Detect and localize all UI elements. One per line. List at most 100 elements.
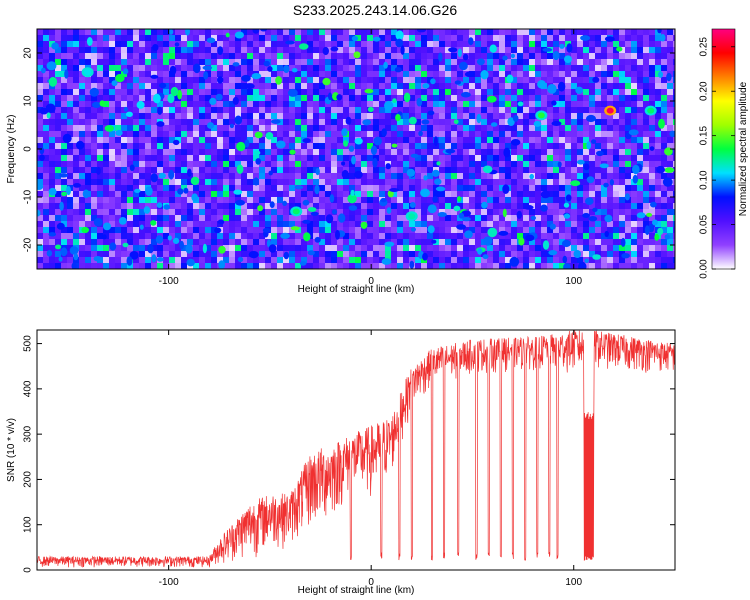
spectrogram-cell: [505, 125, 511, 131]
spectrogram-cell: [451, 29, 457, 35]
spectrogram-cell: [613, 167, 619, 173]
spectrogram-cell: [631, 263, 637, 269]
spectrogram-cell: [457, 245, 463, 251]
spectrogram-cell: [217, 131, 223, 137]
spectrogram-cell: [307, 107, 313, 113]
spectrogram-cell: [397, 53, 403, 59]
spectrogram-cell: [439, 221, 445, 227]
spectrogram-cell: [355, 227, 361, 233]
spectrogram-cell: [565, 173, 571, 179]
spectrogram-blob: [636, 212, 646, 219]
spectrogram-cell: [247, 161, 253, 167]
spectrogram-cell: [367, 95, 373, 101]
spectrogram-cell: [181, 35, 187, 41]
spectrogram-cell: [277, 209, 283, 215]
spectrogram-cell: [157, 101, 163, 107]
spectrogram-cell: [199, 257, 205, 263]
spectrogram-cell: [229, 119, 235, 125]
spectrogram-cell: [85, 77, 91, 83]
spectrogram-cell: [223, 35, 229, 41]
spectrogram-cell: [67, 119, 73, 125]
spectrogram-cell: [313, 35, 319, 41]
spectrogram-cell: [289, 251, 295, 257]
spectrogram-blob: [310, 211, 319, 216]
spectrogram-cell: [259, 137, 265, 143]
spectrogram-blob: [73, 183, 81, 188]
spectrogram-cell: [595, 173, 601, 179]
spectrogram-cell: [403, 167, 409, 173]
spectrogram-cell: [367, 173, 373, 179]
spectrogram-cell: [61, 155, 67, 161]
spectrogram-cell: [313, 245, 319, 251]
spectrogram-cell: [595, 167, 601, 173]
spectrogram-cell: [133, 233, 139, 239]
spectrogram-cell: [583, 137, 589, 143]
spectrogram-cell: [481, 53, 487, 59]
spectrogram-cell: [349, 65, 355, 71]
spectrogram-cell: [277, 89, 283, 95]
spectrogram-cell: [493, 59, 499, 65]
spectrogram-blob: [482, 165, 493, 174]
spectrogram-x-tick-label: 0: [368, 276, 374, 287]
spectrogram-blob: [218, 260, 226, 269]
spectrogram-cell: [673, 29, 675, 35]
spectrogram-cell: [649, 185, 655, 191]
spectrogram-cell: [85, 257, 91, 263]
spectrogram-cell: [253, 263, 259, 269]
spectrogram-cell: [397, 131, 403, 137]
spectrogram-cell: [673, 53, 675, 59]
spectrogram-blob: [76, 140, 85, 150]
spectrogram-cell: [373, 65, 379, 71]
spectrogram-cell: [85, 173, 91, 179]
spectrogram-cell: [349, 83, 355, 89]
spectrogram-cell: [313, 89, 319, 95]
spectrogram-cell: [103, 185, 109, 191]
spectrogram-cell: [115, 29, 121, 35]
spectrogram-cell: [379, 263, 385, 269]
spectrogram-cell: [445, 29, 451, 35]
spectrogram-cell: [361, 53, 367, 59]
spectrogram-cell: [325, 179, 331, 185]
spectrogram-cell: [43, 83, 49, 89]
spectrogram-cell: [139, 41, 145, 47]
spectrogram-cell: [607, 113, 613, 119]
spectrogram-cell: [385, 149, 391, 155]
spectrogram-cell: [649, 251, 655, 257]
spectrogram-cell: [295, 143, 301, 149]
spectrogram-cell: [649, 161, 655, 167]
spectrogram-cell: [301, 173, 307, 179]
spectrogram-cell: [157, 65, 163, 71]
spectrogram-cell: [319, 179, 325, 185]
spectrogram-cell: [547, 29, 553, 35]
spectrogram-cell: [259, 83, 265, 89]
spectrogram-cell: [193, 131, 199, 137]
spectrogram-cell: [649, 41, 655, 47]
spectrogram-cell: [187, 233, 193, 239]
spectrogram-cell: [469, 131, 475, 137]
spectrogram-cell: [385, 185, 391, 191]
spectrogram-cell: [133, 95, 139, 101]
spectrogram-cell: [379, 53, 385, 59]
spectrogram-cell: [121, 113, 127, 119]
spectrogram-cell: [373, 101, 379, 107]
spectrogram-cell: [409, 131, 415, 137]
spectrogram-cell: [415, 167, 421, 173]
spectrogram-cell: [511, 59, 517, 65]
spectrogram-cell: [481, 41, 487, 47]
spectrogram-cell: [415, 89, 421, 95]
spectrogram-cell: [505, 173, 511, 179]
spectrogram-cell: [337, 65, 343, 71]
spectrogram-cell: [73, 209, 79, 215]
spectrogram-cell: [571, 89, 577, 95]
spectrogram-cell: [73, 161, 79, 167]
spectrogram-cell: [265, 41, 271, 47]
spectrogram-blob: [104, 124, 115, 132]
spectrogram-blob: [253, 177, 259, 186]
spectrogram-cell: [457, 95, 463, 101]
spectrogram-cell: [205, 245, 211, 251]
spectrogram-cell: [277, 185, 283, 191]
spectrogram-cell: [385, 263, 391, 269]
spectrogram-cell: [55, 77, 61, 83]
spectrogram-cell: [469, 113, 475, 119]
spectrogram-cell: [499, 131, 505, 137]
